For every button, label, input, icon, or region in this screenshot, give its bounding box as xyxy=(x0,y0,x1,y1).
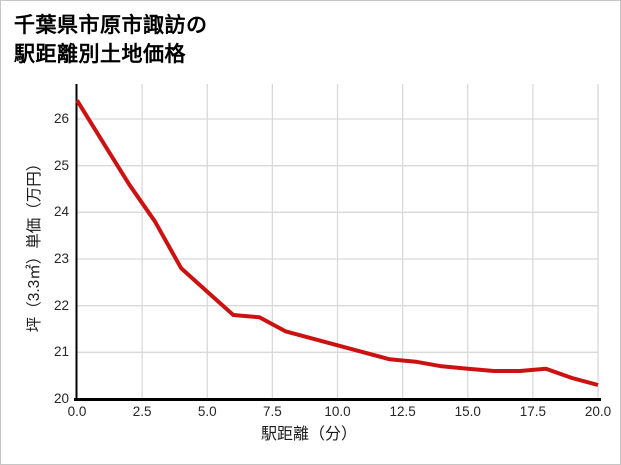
y-tick-label: 23 xyxy=(53,251,69,266)
x-tick-label: 17.5 xyxy=(519,404,547,419)
gridlines xyxy=(77,84,599,399)
x-axis-label: 駅距離（分） xyxy=(260,426,357,443)
x-tick-label: 7.5 xyxy=(262,404,282,419)
y-tick-label: 26 xyxy=(53,111,69,126)
x-tick-label: 2.5 xyxy=(132,404,152,419)
axes xyxy=(74,84,601,401)
y-axis-label: 坪（3.3㎡）単価（万円） xyxy=(26,155,43,333)
x-tick-label: 12.5 xyxy=(389,404,416,419)
x-tick-label: 0.0 xyxy=(67,404,87,419)
price-line-series xyxy=(75,99,599,387)
y-tick-label: 24 xyxy=(53,204,69,220)
y-tick-label: 25 xyxy=(53,157,69,173)
x-tick-label: 5.0 xyxy=(197,404,217,419)
x-tick-label: 10.0 xyxy=(324,404,351,419)
y-tick-label: 22 xyxy=(53,297,69,313)
y-tick-label: 20 xyxy=(53,391,69,406)
chart-title-line1: 千葉県市原市諏訪の xyxy=(14,14,208,37)
x-tick-label: 20.0 xyxy=(584,404,612,419)
price-line xyxy=(75,99,599,387)
y-tick-label: 21 xyxy=(53,344,69,360)
x-tick-label: 15.0 xyxy=(454,404,481,419)
chart-title-line2: 駅距離別土地価格 xyxy=(14,43,186,66)
